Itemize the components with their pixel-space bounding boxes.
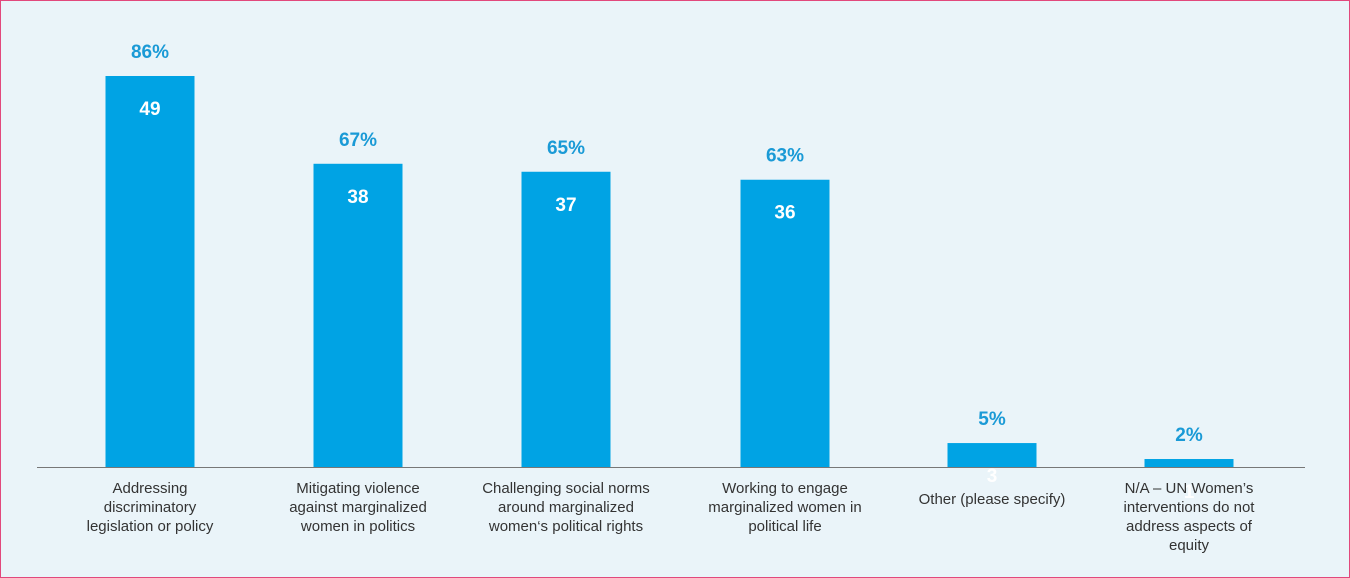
bar-value-label-3: 36 xyxy=(774,203,795,224)
category-label-2-line-1: around marginalized xyxy=(498,499,634,516)
bar-percent-label-4: 5% xyxy=(978,409,1006,430)
category-label-0-line-1: discriminatory xyxy=(104,499,197,516)
category-label-4-line-0: Other (please specify) xyxy=(919,491,1066,508)
bar-percent-label-2: 65% xyxy=(547,138,585,159)
category-label-5-line-3: equity xyxy=(1169,537,1210,554)
category-label-0-line-0: Addressing xyxy=(112,480,187,497)
bar-1 xyxy=(313,163,403,467)
category-label-2-line-2: women‘s political rights xyxy=(488,518,643,535)
bar-4 xyxy=(947,443,1037,467)
category-label-3-line-0: Working to engage xyxy=(722,480,848,497)
category-label-1-line-2: women in politics xyxy=(300,518,415,535)
category-label-5-line-2: address aspects of xyxy=(1126,518,1253,535)
bar-value-label-0: 49 xyxy=(139,99,160,120)
category-label-1-line-0: Mitigating violence xyxy=(296,480,419,497)
labels-group: 49 86% Addressing discriminatory legislation… xyxy=(87,42,1256,554)
bar-percent-label-0: 86% xyxy=(131,42,169,63)
category-label-1-line-1: against marginalized xyxy=(289,499,427,516)
bar-5 xyxy=(1144,459,1234,467)
category-label-0-line-2: legislation or policy xyxy=(87,518,214,535)
bar-2 xyxy=(521,171,611,467)
bar-percent-label-3: 63% xyxy=(766,146,804,167)
bar-value-label-4: 3 xyxy=(987,466,998,487)
bar-value-label-2: 37 xyxy=(555,195,576,216)
category-label-5-line-1: interventions do not xyxy=(1124,499,1256,516)
bar-percent-label-5: 2% xyxy=(1175,425,1203,446)
bar-3 xyxy=(740,179,830,468)
bar-value-label-5: 1 xyxy=(1184,482,1195,503)
category-label-2-line-0: Challenging social norms xyxy=(482,480,650,497)
category-label-3-line-1: marginalized women in xyxy=(708,499,861,516)
bar-0 xyxy=(105,76,195,467)
category-label-5-line-0: N/A – UN Women’s xyxy=(1125,480,1254,497)
bar-percent-label-1: 67% xyxy=(339,130,377,151)
bar-value-label-1: 38 xyxy=(347,187,368,208)
category-label-3-line-2: political life xyxy=(748,518,821,535)
bars-group xyxy=(105,76,1234,468)
